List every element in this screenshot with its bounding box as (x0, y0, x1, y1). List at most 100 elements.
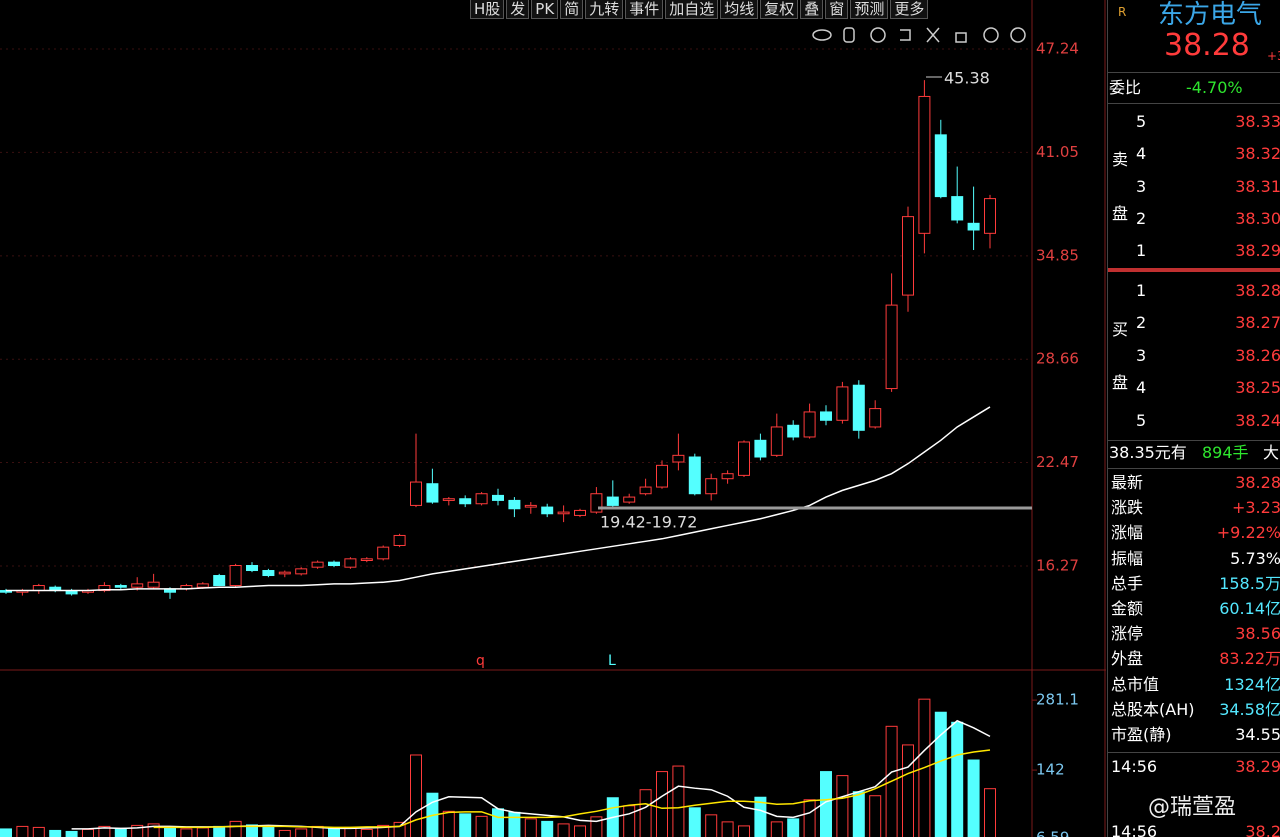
volume-bar (246, 824, 258, 837)
candle-body (656, 464, 668, 488)
volume-bar (459, 813, 472, 837)
volume-bar (49, 829, 62, 837)
divider (1108, 72, 1280, 73)
tick-price: 38.29 (1235, 757, 1280, 776)
volume-bar (328, 827, 340, 837)
y-tick-label: 281.1 (1036, 691, 1079, 709)
candle-body (246, 565, 258, 572)
icon-zoom-out[interactable] (1010, 27, 1026, 43)
volume-bar (787, 818, 800, 837)
candle-body (147, 581, 160, 588)
change-cut: +3 (1267, 49, 1280, 63)
toolbar-button[interactable]: 复权 (760, 0, 799, 19)
toolbar-button[interactable]: 简 (560, 0, 584, 19)
y-tick-label: 47.24 (1036, 40, 1079, 58)
toolbar-button[interactable]: PK (531, 0, 559, 19)
candle-body (967, 222, 980, 231)
toolbar-button[interactable]: 九转 (585, 0, 624, 19)
candle-body (918, 95, 931, 234)
toolbar-button[interactable]: 窗 (825, 0, 849, 19)
book-price: 38.32 (1235, 144, 1280, 164)
toolbar-button[interactable]: 加自选 (665, 0, 719, 19)
sell-label: 卖 (1112, 150, 1129, 169)
moving-average-line (153, 749, 991, 829)
volume-bar (65, 830, 78, 837)
candle-body (557, 511, 570, 515)
tick-price: 38.2 (1245, 822, 1280, 837)
volume-bar (934, 711, 947, 837)
book-level: 1 (1136, 281, 1147, 300)
book-divider (1108, 268, 1280, 272)
volume-bar (524, 818, 537, 837)
toolbar-button[interactable]: H股 (470, 0, 505, 19)
stat-value: 34.55 (1235, 725, 1280, 744)
candle-body (885, 304, 898, 390)
toolbar-button[interactable]: 更多 (890, 0, 929, 19)
book-price: 38.29 (1235, 241, 1280, 261)
icon-zoom-in[interactable] (983, 27, 999, 43)
volume-bar (754, 796, 767, 837)
volume-bar (0, 828, 12, 837)
volume-bar (442, 810, 455, 837)
mark-q: q (476, 653, 485, 669)
stat-value: +9.22% (1216, 523, 1280, 543)
tool-icons (812, 27, 1026, 43)
volume-bar (16, 825, 29, 837)
candle-body (820, 411, 832, 421)
divider (1108, 752, 1280, 753)
volume-bar (541, 820, 554, 837)
icon-cut[interactable] (926, 27, 940, 43)
candle-body (459, 498, 472, 505)
stat-label: 总股本(AH) (1111, 699, 1195, 719)
high-label: 45.38 (944, 69, 990, 88)
volume-bar (114, 827, 127, 837)
icon-undo[interactable] (900, 29, 911, 41)
candle-body (508, 499, 521, 510)
volume-bar (360, 828, 373, 837)
volume-bar (213, 825, 226, 837)
icon-play[interactable] (870, 27, 886, 43)
candle-body (803, 411, 816, 438)
moving-average-line (71, 719, 991, 830)
volume-bar (967, 759, 980, 837)
volume-bar (180, 828, 193, 837)
toolbar-button[interactable]: 叠 (800, 0, 824, 19)
candle-body (442, 498, 455, 501)
volume-bar (951, 721, 964, 837)
book-level: 3 (1136, 176, 1147, 196)
stat-value: 83.22万 (1219, 649, 1280, 669)
candle-body (196, 583, 209, 588)
stat-value: 38.28 (1235, 473, 1280, 492)
toolbar-button[interactable]: 预测 (850, 0, 889, 19)
candle-body (590, 493, 603, 513)
stat-label: 外盘 (1111, 649, 1144, 669)
icon-hand[interactable] (843, 27, 855, 43)
candle-body (688, 456, 701, 495)
icon-lock[interactable] (955, 32, 967, 43)
toolbar-button[interactable]: 均线 (720, 0, 759, 19)
book-price: 38.28 (1235, 281, 1280, 300)
volume-bar (393, 821, 406, 837)
volume-bar (803, 799, 816, 837)
toolbar-button[interactable]: 发 (506, 0, 530, 19)
tick-time: 14:56 (1111, 822, 1158, 837)
candle-body (639, 486, 652, 495)
big-order-volume: 894手 (1202, 443, 1249, 462)
candle-body (869, 408, 882, 428)
stat-label: 涨跌 (1111, 498, 1144, 518)
book-level: 2 (1136, 313, 1147, 333)
toolbar-button[interactable]: 事件 (625, 0, 664, 19)
icon-eye[interactable] (812, 29, 832, 41)
book-level: 4 (1136, 378, 1147, 398)
toolbar: H股发 PK 简九转 事件 加自选 均线 复权叠窗预测 更多 (470, 0, 929, 19)
candle-body (311, 561, 324, 568)
candle-body (984, 198, 996, 234)
stat-label: 市盈(静) (1111, 725, 1172, 744)
volume-bar (557, 823, 570, 837)
candle-body (475, 493, 488, 505)
y-tick-label: 34.85 (1036, 246, 1079, 264)
book-level: 4 (1136, 144, 1147, 164)
stat-label: 涨停 (1111, 624, 1144, 644)
candle-body (426, 483, 439, 503)
volume-bar (377, 824, 390, 837)
